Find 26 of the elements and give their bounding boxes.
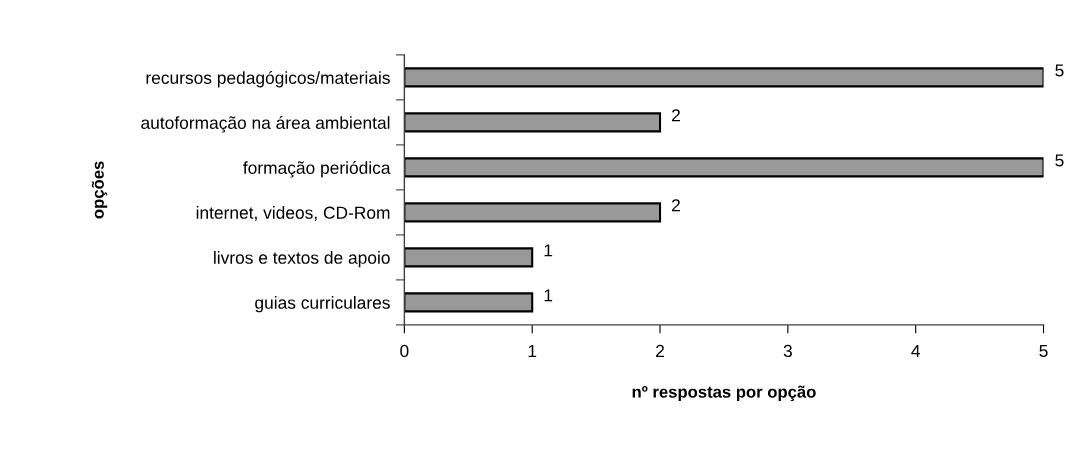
bar [404,112,662,133]
y-tick-label: livros e textos de apoio [214,251,390,268]
y-axis-title: opções [91,161,108,219]
y-tick-label: guias curriculares [255,296,390,313]
y-tick-label: autoformação na área ambiental [141,116,390,133]
data-label: 2 [672,109,680,122]
data-label: 5 [1055,154,1064,167]
bar [404,157,1044,178]
y-tick-label: formação periódica [243,161,391,178]
bar [404,247,534,268]
data-label: 5 [1055,64,1064,77]
bar [404,202,662,223]
x-tick-label: 3 [783,344,792,358]
bar [404,67,1044,88]
y-tick-label: recursos pedagógicos/materiais [146,71,390,88]
data-label: 2 [672,199,680,212]
x-tick-label: 0 [400,344,409,358]
data-label: 1 [544,244,553,257]
y-tick-label: internet, videos, CD-Rom [196,206,390,221]
bar [404,292,534,313]
x-tick-label: 1 [528,344,537,357]
x-axis-title: nº respostas por opção [632,385,816,402]
x-tick-label: 2 [656,344,664,357]
x-tick-label: 5 [1039,344,1048,358]
x-tick-label: 4 [911,344,921,357]
data-label: 1 [544,289,553,302]
